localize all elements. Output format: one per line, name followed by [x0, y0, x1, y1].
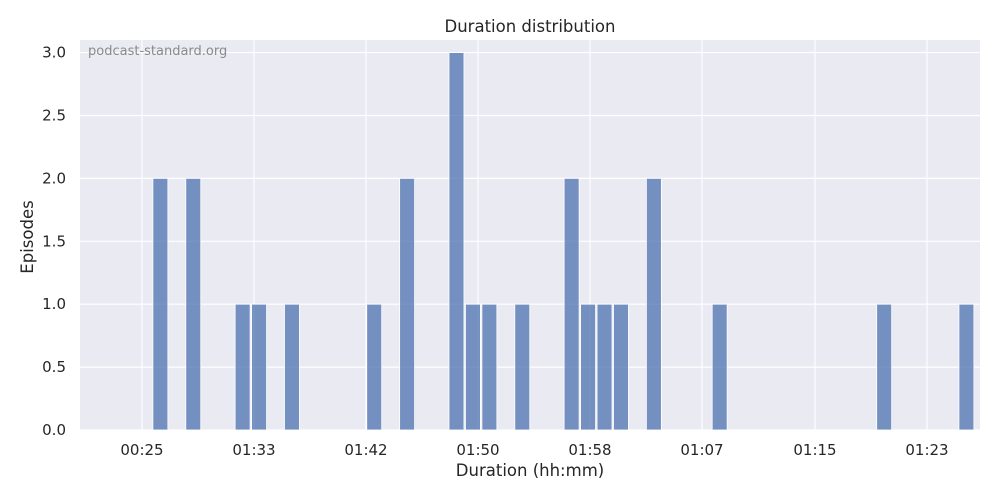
- x-tick-label: 01:58: [568, 441, 611, 459]
- histogram-bar: [152, 177, 169, 431]
- x-axis-title: Duration (hh:mm): [456, 461, 604, 480]
- histogram-bar: [514, 303, 531, 431]
- y-tick-label: 0.5: [42, 358, 66, 376]
- y-tick-labels: 0.0 0.5 1.0 1.5 2.0 2.5 3.0: [42, 44, 66, 439]
- y-tick-label: 2.5: [42, 106, 66, 124]
- histogram-bar: [613, 303, 629, 431]
- y-axis-title: Episodes: [18, 200, 37, 273]
- histogram-bar: [876, 303, 893, 431]
- x-tick-label: 01:42: [344, 441, 387, 459]
- watermark-text: podcast-standard.org: [88, 44, 227, 59]
- histogram-bar: [481, 303, 498, 431]
- histogram-bar: [958, 303, 975, 431]
- x-tick-label: 01:15: [793, 441, 836, 459]
- histogram-bar: [711, 303, 728, 431]
- histogram-bar: [234, 303, 251, 431]
- histogram-bar: [596, 303, 613, 431]
- histogram-bar: [580, 303, 596, 431]
- x-tick-label: 01:07: [680, 441, 723, 459]
- histogram-bar: [646, 177, 662, 431]
- bars-group: [152, 52, 975, 431]
- histogram-bar: [366, 303, 383, 431]
- y-tick-label: 3.0: [42, 44, 66, 62]
- y-tick-label: 1.5: [42, 232, 66, 250]
- histogram-bar: [399, 177, 415, 431]
- x-tick-label: 01:50: [456, 441, 499, 459]
- histogram-bar: [448, 52, 465, 431]
- y-tick-label: 0.0: [42, 421, 66, 439]
- histogram-bar: [465, 303, 481, 431]
- chart-title: Duration distribution: [445, 17, 616, 36]
- x-tick-label: 01:23: [905, 441, 948, 459]
- histogram-bar: [185, 177, 202, 431]
- y-tick-label: 1.0: [42, 295, 66, 313]
- histogram-bar: [563, 177, 580, 431]
- y-tick-label: 2.0: [42, 169, 66, 187]
- x-tick-label: 01:33: [232, 441, 275, 459]
- histogram-bar: [251, 303, 267, 431]
- histogram-bar: [284, 303, 300, 431]
- x-tick-label: 00:25: [120, 441, 163, 459]
- x-tick-labels: 00:25 01:33 01:42 01:50 01:58 01:07 01:15 01:23: [120, 441, 948, 459]
